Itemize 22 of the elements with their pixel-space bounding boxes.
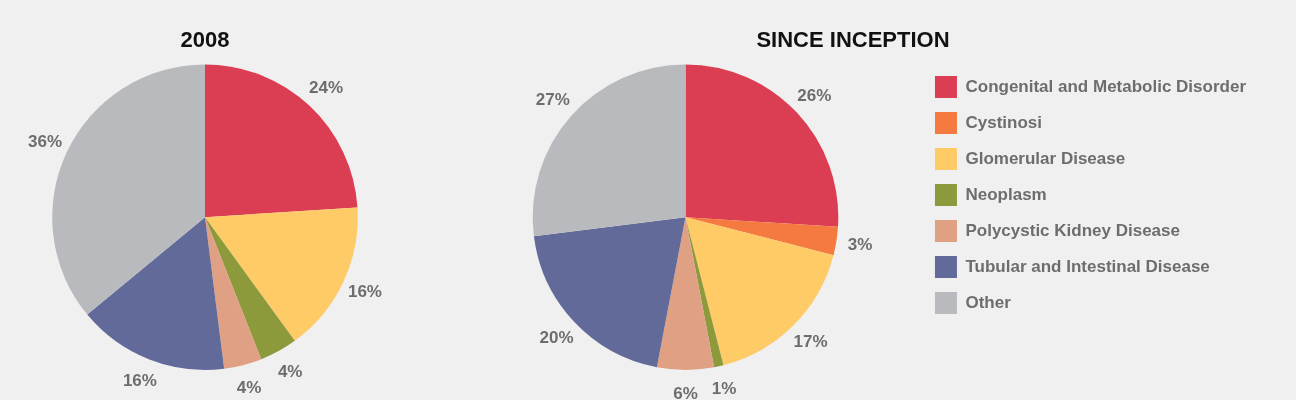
data-label: 3%: [847, 234, 873, 254]
legend-label: Congenital and Metabolic Disorder: [965, 76, 1247, 96]
legend-label: Tubular and Intestinal Disease: [965, 256, 1210, 276]
data-label: 1%: [711, 379, 737, 399]
data-label: 16%: [347, 282, 382, 302]
data-label: 36%: [28, 131, 63, 151]
legend-label: Neoplasm: [965, 184, 1047, 204]
legend-label: Cystinosi: [965, 112, 1042, 132]
data-label: 4%: [236, 378, 262, 398]
chart-title: SINCE INCEPTION: [756, 27, 950, 53]
data-label: 6%: [673, 383, 698, 400]
data-label: 17%: [793, 331, 828, 351]
legend-label: Glomerular Disease: [965, 148, 1126, 168]
data-label: 16%: [122, 371, 157, 391]
chart-title: 2008: [180, 27, 230, 53]
data-label: 4%: [277, 361, 303, 381]
data-label: 27%: [535, 89, 570, 109]
data-label: 26%: [797, 85, 832, 105]
legend-label: Polycystic Kidney Disease: [965, 220, 1180, 240]
legend-label: Other: [965, 292, 1012, 312]
data-label: 20%: [539, 327, 574, 347]
data-label: 24%: [309, 78, 344, 98]
